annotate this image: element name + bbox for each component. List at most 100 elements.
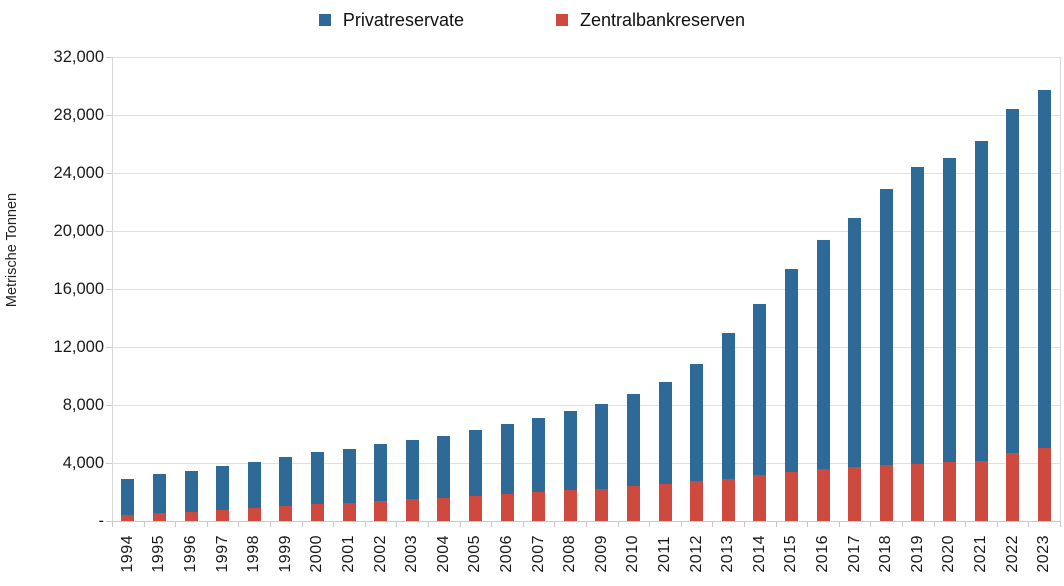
x-axis-label-text: 2021 bbox=[972, 535, 989, 573]
bar-2019-zentralbankreserven bbox=[911, 464, 925, 521]
x-axis-label-text: 2004 bbox=[434, 535, 452, 573]
legend-label-privatreservate: Privatreservate bbox=[342, 9, 464, 30]
x-tick-mark bbox=[175, 521, 177, 527]
x-tick-mark bbox=[206, 521, 208, 527]
x-tick-mark bbox=[1028, 521, 1030, 527]
gridline bbox=[112, 231, 1060, 232]
x-tick-mark bbox=[459, 521, 461, 527]
x-tick-mark bbox=[333, 521, 335, 527]
x-axis-label-text: 2013 bbox=[719, 535, 737, 573]
x-axis-label-text: 2003 bbox=[403, 535, 421, 573]
x-axis-label-2018: 2018 bbox=[876, 525, 896, 583]
x-axis-label-text: 2005 bbox=[466, 535, 484, 573]
x-tick-mark bbox=[270, 521, 271, 527]
x-tick-mark bbox=[996, 521, 998, 527]
bar-2000-privatreservate bbox=[310, 452, 324, 504]
x-axis-label-text: 1995 bbox=[150, 535, 168, 573]
y-axis-line bbox=[112, 57, 113, 521]
gridline bbox=[112, 347, 1060, 348]
y-tick-mark bbox=[106, 57, 112, 58]
bar-2001-privatreservate bbox=[342, 448, 356, 503]
x-axis-label-text: 2023 bbox=[1035, 535, 1053, 573]
bar-2012-privatreservate bbox=[690, 364, 704, 481]
gridline bbox=[112, 57, 1060, 58]
x-axis-label-text: 1996 bbox=[182, 535, 199, 573]
legend-swatch-red-icon bbox=[555, 14, 568, 26]
y-tick-label: 16,000 bbox=[53, 280, 104, 298]
x-axis-label-1995: 1995 bbox=[149, 525, 169, 583]
x-axis-label-2016: 2016 bbox=[813, 525, 833, 583]
x-axis-label-text: 2000 bbox=[308, 535, 326, 573]
bar-2016-privatreservate bbox=[816, 240, 830, 469]
bar-2017-zentralbankreserven bbox=[848, 467, 862, 521]
x-tick-mark bbox=[807, 521, 809, 527]
x-tick-mark bbox=[933, 521, 935, 527]
x-axis-label-text: 2009 bbox=[592, 535, 610, 573]
bar-2018-privatreservate bbox=[879, 188, 893, 466]
y-tick-label: 20,000 bbox=[53, 222, 104, 240]
x-axis-label-2015: 2015 bbox=[781, 525, 801, 583]
bar-2018-zentralbankreserven bbox=[879, 465, 893, 521]
x-tick-mark bbox=[680, 521, 682, 527]
x-axis-label-2002: 2002 bbox=[371, 525, 391, 583]
x-axis-label-1999: 1999 bbox=[276, 525, 296, 583]
x-axis-label-2017: 2017 bbox=[845, 525, 865, 583]
bar-2004-zentralbankreserven bbox=[437, 497, 451, 521]
y-tick-mark bbox=[106, 289, 112, 290]
bar-1995-zentralbankreserven bbox=[152, 513, 166, 521]
bar-2006-zentralbankreserven bbox=[500, 493, 514, 521]
bar-2014-privatreservate bbox=[753, 304, 767, 475]
gridline bbox=[112, 463, 1060, 464]
bar-2007-zentralbankreserven bbox=[532, 491, 546, 521]
bar-2002-zentralbankreserven bbox=[374, 501, 388, 521]
bar-1996-privatreservate bbox=[184, 470, 198, 512]
x-tick-mark bbox=[396, 521, 398, 527]
x-tick-mark bbox=[522, 521, 524, 527]
bar-2009-privatreservate bbox=[595, 404, 609, 489]
y-tick-mark bbox=[106, 463, 112, 464]
x-axis-label-text: 2010 bbox=[624, 535, 642, 573]
bar-2016-zentralbankreserven bbox=[816, 468, 830, 521]
x-axis-label-2010: 2010 bbox=[623, 525, 643, 583]
y-tick-mark bbox=[106, 347, 112, 348]
x-axis-label-text: 2007 bbox=[529, 535, 547, 573]
x-tick-mark bbox=[965, 521, 967, 527]
bar-2020-privatreservate bbox=[942, 158, 956, 462]
x-axis-label-2000: 2000 bbox=[307, 525, 327, 583]
bar-2020-zentralbankreserven bbox=[942, 461, 956, 521]
x-axis-label-2020: 2020 bbox=[939, 525, 959, 583]
y-tick-mark bbox=[106, 231, 112, 232]
bar-1999-zentralbankreserven bbox=[279, 505, 293, 521]
bar-2008-privatreservate bbox=[563, 410, 577, 491]
legend-label-zentralbankreserven: Zentralbankreserven bbox=[579, 9, 746, 30]
legend-swatch-blue-icon bbox=[318, 14, 331, 26]
y-tick-mark bbox=[106, 173, 112, 174]
bar-2013-zentralbankreserven bbox=[721, 478, 735, 521]
bar-1999-privatreservate bbox=[279, 457, 293, 506]
bar-2006-privatreservate bbox=[500, 423, 514, 494]
x-axis-label-text: 2008 bbox=[561, 535, 579, 573]
bar-2014-zentralbankreserven bbox=[753, 474, 767, 521]
x-axis-label-text: 1997 bbox=[213, 535, 231, 573]
x-tick-mark bbox=[586, 521, 587, 527]
chart-legend: Privatreservate Zentralbankreserven bbox=[0, 6, 1064, 34]
x-tick-mark bbox=[238, 521, 240, 527]
x-axis-label-2001: 2001 bbox=[339, 525, 359, 583]
gridline bbox=[112, 173, 1060, 174]
gridline bbox=[112, 115, 1060, 116]
y-tick-mark bbox=[106, 521, 112, 522]
bar-1994-zentralbankreserven bbox=[121, 515, 135, 521]
plot-right-border bbox=[1060, 57, 1061, 521]
x-axis-label-text: 2017 bbox=[845, 535, 863, 573]
bar-2008-zentralbankreserven bbox=[563, 490, 577, 521]
y-tick-mark bbox=[106, 115, 112, 116]
x-axis-label-text: 2022 bbox=[1003, 535, 1021, 573]
bar-2012-zentralbankreserven bbox=[690, 480, 704, 521]
x-tick-mark bbox=[744, 521, 745, 527]
y-tick-mark bbox=[106, 405, 112, 406]
bar-2023-privatreservate bbox=[1037, 90, 1051, 449]
y-tick-label: 28,000 bbox=[53, 106, 104, 124]
x-axis-label-1998: 1998 bbox=[244, 525, 264, 583]
x-axis-label-text: 2002 bbox=[371, 535, 389, 573]
